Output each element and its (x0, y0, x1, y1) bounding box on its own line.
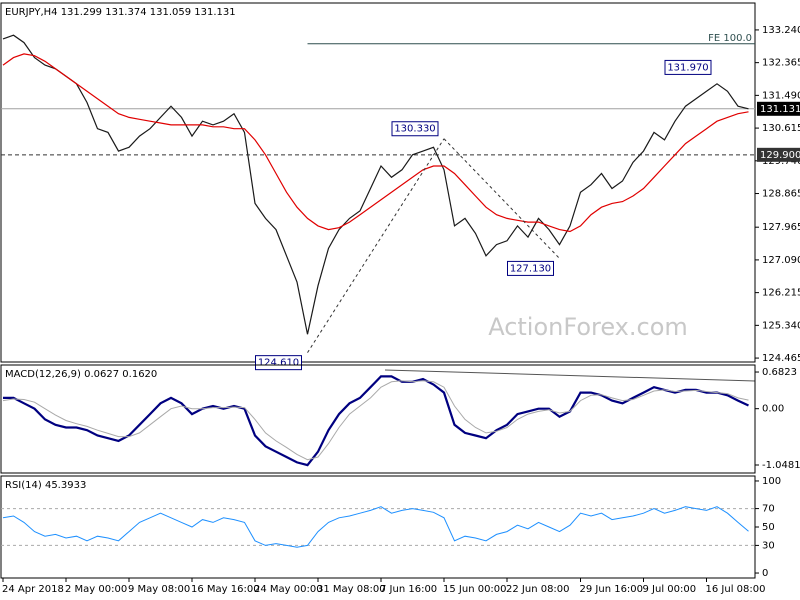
series-line (2, 506, 749, 548)
pattern-line (307, 138, 445, 353)
x-tick-label: 9 May 08:00 (128, 584, 190, 595)
y-tick-label: 130.615 (762, 123, 800, 134)
price-line-label: FE 100.0 (708, 33, 752, 44)
pane-frame (0, 364, 756, 474)
pattern-line (443, 138, 560, 259)
series-line (2, 380, 749, 461)
price-label-box (757, 101, 800, 116)
annotation-box (391, 121, 439, 137)
x-tick-label: 9 Jul 00:00 (643, 584, 697, 595)
x-tick-label: 24 Apr 2018 (2, 584, 64, 595)
annotation-label: 124.610 (258, 358, 299, 369)
pane-title: EURJPY,H4 131.299 131.374 131.059 131.13… (5, 7, 236, 18)
price-label: 131.131 (760, 104, 800, 115)
pane-title: RSI(14) 45.3933 (5, 480, 86, 491)
y-tick-label: -1.0481 (762, 460, 800, 471)
price-label-box (757, 147, 800, 162)
y-tick-label: 132.365 (762, 58, 800, 69)
pane-title: MACD(12,26,9) 0.0627 0.1620 (5, 369, 157, 380)
x-tick-label: 31 May 08:00 (317, 584, 386, 595)
y-tick-label: 124.465 (762, 353, 800, 364)
y-tick-label: 126.215 (762, 288, 800, 299)
x-tick-label: 29 Jun 16:00 (580, 584, 644, 595)
y-tick-label: 0.00 (762, 404, 784, 415)
y-tick-label: 70 (762, 504, 775, 515)
x-tick-label: 22 Jun 08:00 (506, 584, 570, 595)
annotation-label: 131.970 (667, 62, 708, 73)
x-tick-label: 2 May 00:00 (65, 584, 127, 595)
y-tick-label: 0.6823 (762, 367, 797, 378)
annotation-box (664, 59, 712, 75)
x-tick-label: 24 May 00:00 (254, 584, 323, 595)
annotation-box (255, 355, 302, 371)
annotation-box (507, 260, 554, 276)
annotation-label: 127.130 (510, 263, 551, 274)
y-tick-label: 50 (762, 522, 775, 533)
y-tick-label: 127.965 (762, 222, 800, 233)
y-tick-label: 0 (762, 568, 768, 579)
pane-frame (0, 2, 756, 363)
series-line (2, 53, 749, 233)
y-tick-label: 30 (762, 540, 775, 551)
x-tick-label: 16 May 16:00 (191, 584, 260, 595)
price-label: 129.900 (760, 150, 800, 161)
x-tick-label: 15 Jun 00:00 (443, 584, 507, 595)
y-tick-label: 127.090 (762, 255, 800, 266)
y-tick-label: 133.240 (762, 25, 800, 36)
x-tick-label: 16 Jul 08:00 (706, 584, 766, 595)
series-line (2, 34, 749, 335)
annotation-label: 130.330 (394, 124, 435, 135)
macd-trendline (384, 369, 756, 382)
watermark: ActionForex.com (488, 313, 688, 341)
y-tick-label: 100 (762, 476, 781, 487)
y-tick-label: 125.340 (762, 320, 800, 331)
y-tick-label: 128.865 (762, 189, 800, 200)
x-tick-label: 7 Jun 16:00 (380, 584, 437, 595)
y-tick-label: 131.490 (762, 90, 800, 101)
